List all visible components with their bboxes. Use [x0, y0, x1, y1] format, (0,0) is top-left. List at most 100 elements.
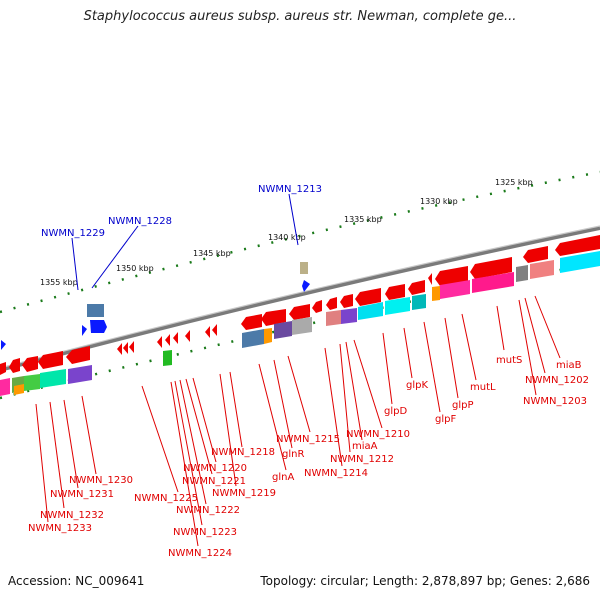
gene-label[interactable]: glnR — [282, 449, 304, 460]
cog-boxes — [0, 251, 600, 396]
cog-box — [300, 262, 308, 274]
gene-label[interactable]: glnA — [272, 472, 294, 483]
reverse-gene — [157, 336, 162, 348]
cog-box — [326, 310, 341, 326]
gene-label[interactable]: glpK — [406, 380, 428, 391]
gene-label[interactable]: glpP — [452, 400, 474, 411]
cog-box — [341, 308, 357, 324]
scale-labels: 1325 kbp 1330 kbp 1335 kbp 1340 kbp 1345… — [40, 178, 533, 287]
reverse-genes — [0, 235, 600, 375]
cog-box — [292, 317, 312, 335]
reverse-gene — [555, 235, 600, 256]
reverse-gene — [0, 362, 6, 375]
cog-box — [412, 294, 426, 310]
gene-label[interactable]: NWMN_1213 — [258, 184, 322, 195]
cog-box — [264, 328, 272, 344]
forward-gene — [82, 325, 87, 336]
forward-gene — [90, 320, 107, 333]
gene-label[interactable]: mutS — [496, 355, 522, 366]
reverse-gene — [117, 343, 122, 355]
reverse-gene — [205, 326, 210, 338]
cog-box — [242, 329, 264, 348]
cog-box — [560, 251, 600, 273]
gene-label[interactable]: NWMN_1230 — [69, 475, 133, 486]
gene-label[interactable]: glpF — [435, 414, 456, 425]
gene-label[interactable]: NWMN_1232 — [40, 510, 104, 521]
forward-gene — [1, 340, 6, 350]
gene-label[interactable]: NWMN_1202 — [525, 375, 589, 386]
reverse-gene — [9, 358, 20, 373]
gene-label[interactable]: glpD — [384, 406, 407, 417]
scale-label: 1325 kbp — [495, 178, 533, 187]
cog-box — [516, 265, 528, 282]
gene-label[interactable]: NWMN_1214 — [304, 468, 368, 479]
gene-label[interactable]: NWMN_1219 — [212, 488, 276, 499]
reverse-gene — [123, 342, 128, 354]
reverse-gene — [185, 330, 190, 342]
cog-box — [14, 384, 24, 395]
gene-label[interactable]: NWMN_1224 — [168, 548, 232, 559]
gene-label[interactable]: NWMN_1203 — [523, 396, 587, 407]
gene-label[interactable]: NWMN_1229 — [41, 228, 105, 239]
gene-label[interactable]: miaA — [352, 441, 378, 452]
cog-box — [274, 321, 292, 339]
reverse-gene — [408, 280, 425, 295]
label-leaders — [35, 295, 561, 547]
reverse-gene — [312, 300, 322, 313]
reverse-gene — [129, 341, 134, 353]
scale-ring-outer — [0, 170, 600, 314]
reverse-gene — [22, 356, 38, 372]
forward-genes — [1, 262, 310, 350]
scale-label: 1330 kbp — [420, 197, 458, 206]
gene-label[interactable]: NWMN_1221 — [182, 476, 246, 487]
gene-label[interactable]: NWMN_1215 — [276, 434, 340, 445]
cog-box — [440, 280, 470, 299]
reverse-gene — [340, 294, 353, 308]
reverse-gene — [289, 304, 310, 320]
gene-label[interactable]: NWMN_1210 — [346, 429, 410, 440]
reverse-gene — [428, 273, 432, 285]
cog-box — [432, 286, 440, 301]
gene-label[interactable]: NWMN_1223 — [173, 527, 237, 538]
reverse-gene — [173, 332, 178, 344]
gene-label[interactable]: NWMN_1233 — [28, 523, 92, 534]
reverse-gene — [241, 314, 262, 330]
scale-label: 1335 kbp — [344, 215, 382, 224]
scale-label: 1350 kbp — [116, 264, 154, 273]
cog-box — [87, 304, 104, 317]
cog-box — [530, 260, 554, 279]
reverse-gene — [523, 246, 548, 263]
gene-label[interactable]: miaB — [556, 360, 582, 371]
cog-box — [472, 272, 514, 293]
cog-box — [68, 365, 92, 384]
gene-label[interactable]: NWMN_1212 — [330, 454, 394, 465]
reverse-gene — [385, 284, 405, 300]
cog-box — [358, 302, 383, 320]
gene-label[interactable]: NWMN_1225 — [134, 493, 198, 504]
gene-label[interactable]: NWMN_1220 — [183, 463, 247, 474]
reverse-gene — [435, 266, 468, 286]
reverse-gene — [261, 309, 286, 326]
scale-label: 1340 kbp — [268, 233, 306, 242]
reverse-gene — [165, 334, 170, 346]
cog-box — [40, 369, 66, 388]
reverse-gene — [38, 351, 63, 369]
scale-label: 1345 kbp — [193, 249, 231, 258]
gene-label[interactable]: NWMN_1228 — [108, 216, 172, 227]
accession-text: Accession: NC_009641 — [8, 574, 145, 588]
reverse-gene — [470, 257, 512, 279]
reverse-gene — [66, 346, 90, 364]
reverse-gene — [212, 324, 217, 336]
gene-label[interactable]: NWMN_1222 — [176, 505, 240, 516]
gene-label[interactable]: NWMN_1231 — [50, 489, 114, 500]
cog-box — [385, 297, 410, 315]
reverse-gene — [326, 297, 337, 310]
cog-box — [24, 374, 40, 391]
cog-box — [0, 378, 10, 396]
map-title: Staphylococcus aureus subsp. aureus str.… — [83, 9, 517, 24]
forward-gene — [302, 280, 310, 292]
gene-label[interactable]: mutL — [470, 382, 496, 393]
gene-label[interactable]: NWMN_1218 — [211, 447, 275, 458]
reverse-gene — [355, 288, 381, 306]
